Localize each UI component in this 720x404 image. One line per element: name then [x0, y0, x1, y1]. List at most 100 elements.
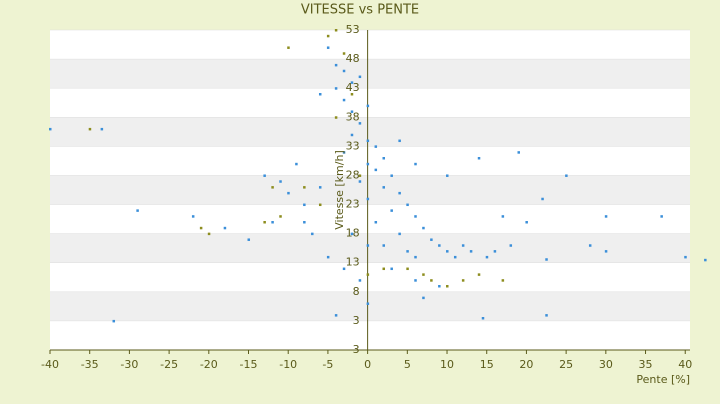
point	[271, 186, 274, 189]
point	[303, 186, 306, 189]
y-tick-label: 3	[353, 314, 360, 327]
x-tick-label: 35	[639, 358, 653, 371]
x-tick-label: -20	[200, 358, 218, 371]
point	[334, 87, 338, 90]
point	[311, 232, 314, 236]
point	[509, 244, 513, 247]
point	[223, 226, 227, 230]
point	[366, 162, 370, 166]
x-tick-label: 0	[364, 358, 371, 371]
point	[398, 139, 401, 143]
x-tick-label: 30	[599, 358, 613, 371]
point	[660, 215, 663, 218]
point	[358, 174, 362, 177]
point	[342, 69, 346, 73]
y-tick-label: 43	[346, 81, 360, 94]
point	[390, 267, 393, 271]
y-tick-label: 33	[346, 139, 360, 152]
point	[342, 267, 346, 271]
point	[271, 221, 274, 224]
point	[318, 203, 322, 207]
point	[390, 209, 393, 212]
point	[350, 232, 354, 236]
y-tick-label: 13	[346, 256, 360, 269]
point	[287, 46, 290, 49]
point	[398, 232, 401, 236]
point	[588, 244, 592, 247]
point	[350, 133, 354, 137]
point	[414, 162, 417, 166]
point	[430, 238, 433, 241]
point	[49, 127, 52, 131]
point	[604, 215, 608, 218]
y-tick-label: 28	[346, 168, 360, 181]
y-tick-label: 23	[346, 198, 360, 211]
point	[422, 273, 425, 276]
y-tick-label: 3	[353, 343, 360, 356]
point	[366, 197, 370, 201]
point	[382, 186, 385, 189]
point	[100, 127, 104, 131]
x-axis-label: Pente [%]	[636, 373, 690, 386]
point	[136, 209, 139, 212]
y-tick-label: 8	[353, 285, 360, 298]
point	[318, 186, 322, 189]
y-tick-label: 48	[346, 52, 360, 65]
point	[406, 267, 409, 271]
point	[295, 162, 298, 166]
point	[287, 191, 290, 195]
grid-band	[50, 59, 690, 89]
point	[422, 296, 425, 300]
point	[406, 250, 409, 253]
point	[390, 174, 393, 177]
point	[430, 279, 433, 282]
point	[446, 250, 449, 253]
x-tick-label: 5	[404, 358, 411, 371]
point	[414, 279, 417, 282]
x-tick-label: 20	[519, 358, 533, 371]
point	[545, 258, 548, 261]
x-tick-label: 40	[678, 358, 692, 371]
point	[279, 180, 282, 183]
y-axis-label: Vitesse [km/h]	[333, 150, 346, 230]
point	[446, 174, 449, 177]
y-tick-label: 18	[346, 227, 360, 240]
point	[438, 285, 441, 288]
point	[604, 250, 608, 253]
point	[545, 314, 548, 317]
point	[461, 244, 465, 247]
point	[326, 46, 330, 49]
point	[303, 203, 306, 207]
point	[358, 180, 362, 183]
point	[374, 221, 378, 224]
point	[342, 52, 346, 55]
grid-band	[50, 233, 690, 263]
point	[263, 174, 266, 177]
point	[366, 273, 370, 276]
point	[326, 255, 330, 259]
point	[358, 279, 362, 282]
point	[350, 110, 354, 113]
point	[366, 104, 370, 108]
point	[334, 29, 338, 32]
point	[684, 255, 687, 259]
point	[382, 267, 385, 271]
point	[207, 232, 211, 236]
point	[358, 75, 362, 79]
grid-band	[50, 291, 690, 321]
x-tick-label: 25	[559, 358, 573, 371]
point	[88, 127, 92, 131]
point	[398, 191, 401, 195]
point	[469, 250, 473, 253]
point	[366, 302, 370, 305]
point	[303, 221, 306, 224]
point	[485, 255, 489, 259]
x-tick-label: -15	[240, 358, 258, 371]
point	[406, 203, 409, 207]
point	[342, 151, 346, 154]
point	[374, 168, 378, 172]
point	[326, 34, 330, 38]
point	[382, 244, 385, 247]
point	[704, 258, 707, 262]
